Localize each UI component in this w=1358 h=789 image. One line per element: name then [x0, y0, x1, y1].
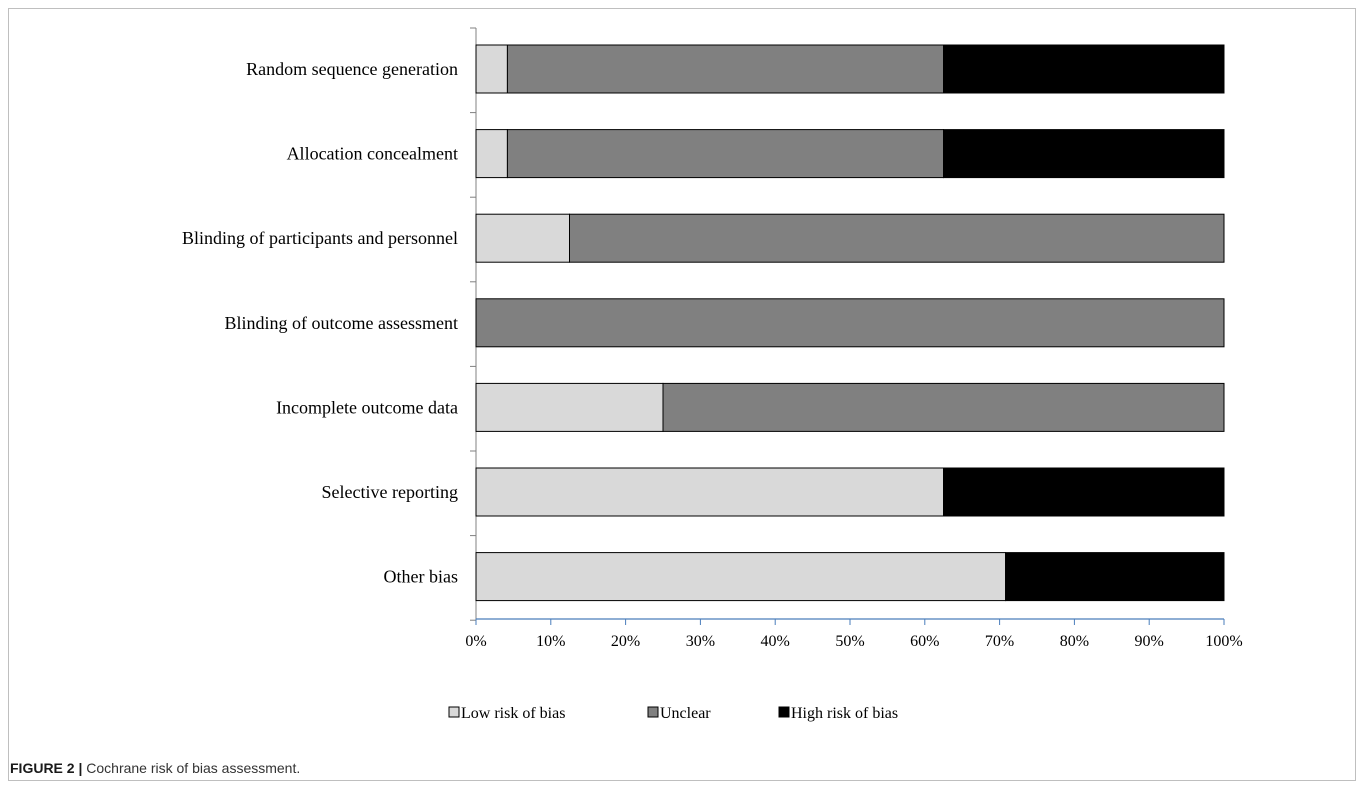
x-tick-label: 100% [1205, 633, 1242, 650]
category-label: Blinding of participants and personnel [182, 228, 458, 248]
category-label: Incomplete outcome data [276, 397, 458, 417]
figure-frame [8, 8, 1356, 781]
x-tick-label: 80% [1060, 633, 1089, 650]
legend-label: Unclear [660, 705, 711, 722]
x-tick-label: 10% [536, 633, 565, 650]
legend-item: High risk of bias [778, 705, 898, 722]
bar-segment-high-risk-of-bias [943, 44, 1225, 94]
bar-segment-high-risk-of-bias [1005, 552, 1225, 602]
category-labels: Random sequence generation Allocation con… [182, 59, 458, 587]
caption-label: FIGURE 2 | [10, 760, 83, 776]
legend-item: Low risk of bias [448, 705, 565, 722]
legend-label: Low risk of bias [461, 705, 565, 722]
x-tick-label: 40% [761, 633, 790, 650]
x-tick-label: 0% [465, 633, 486, 650]
x-tick-label: 50% [835, 633, 864, 650]
x-tick-label: 30% [686, 633, 715, 650]
category-label: Blinding of outcome assessment [225, 313, 458, 333]
bar-segment-low-risk-of-bias [475, 129, 508, 179]
x-tick-label: 70% [985, 633, 1014, 650]
bars-layer [475, 44, 1225, 602]
category-label: Other bias [384, 567, 458, 587]
bar-segment-unclear [662, 382, 1225, 432]
figure-caption: FIGURE 2 | Cochrane risk of bias assessm… [10, 760, 300, 776]
caption-text: Cochrane risk of bias assessment. [82, 760, 301, 776]
bar-segment-low-risk-of-bias [475, 552, 1007, 602]
legend-swatch [448, 706, 460, 718]
bar-segment-unclear [475, 298, 1225, 348]
x-tick-labels: 0% 10% 20% 30% 40% 50% 60% 70% 80% 90% 100% [465, 633, 1242, 650]
bar-segment-unclear [506, 44, 944, 94]
category-label: Allocation concealment [287, 144, 458, 164]
bar-segment-high-risk-of-bias [943, 129, 1225, 179]
legend-swatch [647, 706, 659, 718]
category-label: Random sequence generation [246, 59, 458, 79]
bar-segment-low-risk-of-bias [475, 213, 570, 263]
x-tick-label: 90% [1135, 633, 1164, 650]
legend-label: High risk of bias [791, 705, 898, 722]
x-tick-label: 60% [910, 633, 939, 650]
x-tick-label: 20% [611, 633, 640, 650]
bar-segment-high-risk-of-bias [943, 467, 1225, 517]
bar-segment-low-risk-of-bias [475, 44, 508, 94]
bar-segment-low-risk-of-bias [475, 467, 944, 517]
category-label: Selective reporting [322, 482, 458, 502]
legend-item: Unclear [647, 705, 711, 722]
bar-segment-unclear [569, 213, 1225, 263]
bar-segment-low-risk-of-bias [475, 382, 664, 432]
legend: Low risk of bias Unclear High risk of bias [448, 705, 898, 722]
bar-segment-unclear [506, 129, 944, 179]
legend-swatch [778, 706, 790, 718]
